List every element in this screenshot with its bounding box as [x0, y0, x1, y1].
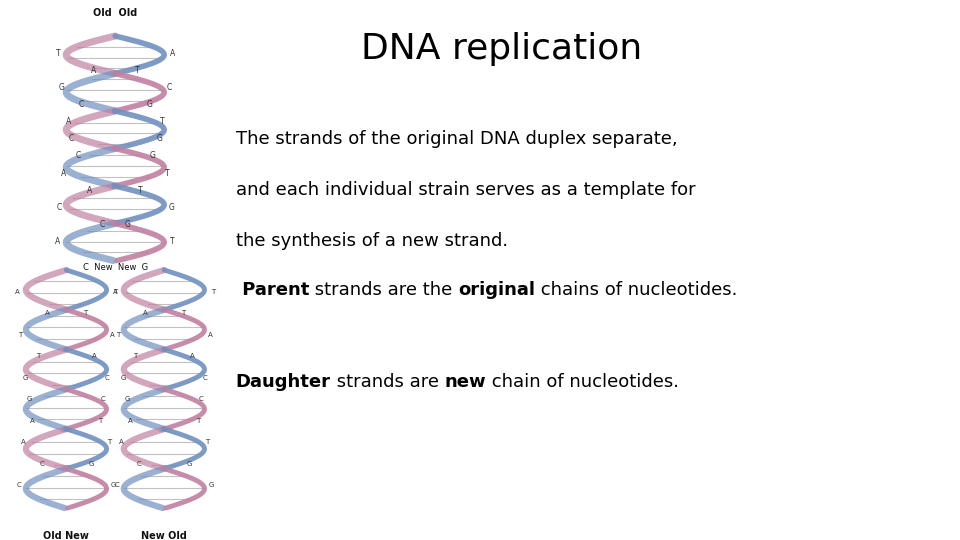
Text: Old  Old: Old Old — [93, 8, 137, 18]
Text: C: C — [79, 100, 84, 109]
Text: T: T — [171, 237, 175, 246]
Text: C: C — [100, 220, 106, 229]
Text: G: G — [27, 396, 32, 402]
Text: C: C — [203, 375, 207, 381]
Text: G: G — [88, 461, 94, 467]
Text: A: A — [109, 332, 114, 338]
Text: T: T — [210, 288, 215, 294]
Text: T: T — [133, 353, 137, 359]
Text: T: T — [116, 332, 120, 338]
Text: C  New  New  G: C New New G — [83, 263, 148, 272]
Text: T: T — [196, 417, 200, 423]
Text: G: G — [146, 100, 152, 109]
Text: T: T — [181, 310, 185, 316]
Text: G: G — [169, 203, 175, 212]
Text: C: C — [39, 461, 44, 467]
Text: chain of nucleotides.: chain of nucleotides. — [486, 373, 679, 390]
Text: G: G — [121, 375, 126, 381]
Text: G: G — [59, 83, 64, 92]
Text: C: C — [16, 482, 21, 488]
Text: A: A — [113, 288, 118, 294]
Text: A: A — [15, 288, 20, 294]
Text: G: G — [125, 396, 130, 402]
Text: T: T — [98, 417, 102, 423]
Text: chains of nucleotides.: chains of nucleotides. — [535, 281, 737, 299]
Text: new: new — [444, 373, 486, 390]
Text: A: A — [55, 237, 60, 246]
Text: G: G — [23, 375, 28, 381]
Text: C: C — [137, 461, 142, 467]
Text: A: A — [118, 439, 123, 445]
Text: A: A — [207, 332, 212, 338]
Text: the synthesis of a new strand.: the synthesis of a new strand. — [235, 232, 508, 250]
Text: The strands of the original DNA duplex separate,: The strands of the original DNA duplex s… — [235, 130, 677, 147]
Text: A: A — [129, 417, 132, 423]
Text: C: C — [101, 396, 106, 402]
Text: A: A — [92, 353, 97, 359]
Text: G: G — [150, 151, 156, 160]
Text: A: A — [190, 353, 195, 359]
Text: T: T — [108, 439, 111, 445]
Text: A: A — [31, 417, 35, 423]
Text: T: T — [159, 117, 164, 126]
Text: A: A — [143, 310, 148, 316]
Text: T: T — [84, 310, 87, 316]
Text: T: T — [36, 353, 39, 359]
Text: A: A — [170, 49, 175, 58]
Text: A: A — [45, 310, 50, 316]
Text: G: G — [209, 482, 214, 488]
Text: C: C — [75, 151, 81, 160]
Text: G: G — [125, 220, 131, 229]
Text: Daughter: Daughter — [235, 373, 330, 390]
Text: A: A — [91, 66, 96, 75]
Text: G: G — [186, 461, 192, 467]
Text: Parent: Parent — [235, 281, 309, 299]
Text: original: original — [458, 281, 535, 299]
Text: strands are: strands are — [330, 373, 444, 390]
Text: T: T — [134, 66, 139, 75]
Text: A: A — [87, 186, 92, 195]
Text: C: C — [114, 482, 119, 488]
Text: T: T — [138, 186, 143, 195]
Text: T: T — [205, 439, 209, 445]
Text: New Old: New Old — [141, 531, 187, 540]
Text: G: G — [111, 482, 116, 488]
Text: T: T — [56, 49, 60, 58]
Text: G: G — [156, 134, 162, 143]
Text: T: T — [18, 332, 22, 338]
Text: and each individual strain serves as a template for: and each individual strain serves as a t… — [235, 181, 695, 199]
Text: C: C — [166, 83, 172, 92]
Text: C: C — [105, 375, 109, 381]
Text: C: C — [68, 134, 74, 143]
Text: A: A — [20, 439, 25, 445]
Text: Old New: Old New — [43, 531, 89, 540]
Text: T: T — [165, 168, 169, 178]
Text: A: A — [60, 168, 66, 178]
Text: C: C — [56, 203, 61, 212]
Text: T: T — [112, 288, 117, 294]
Text: A: A — [66, 117, 71, 126]
Text: strands are the: strands are the — [309, 281, 458, 299]
Text: C: C — [199, 396, 204, 402]
Text: DNA replication: DNA replication — [361, 32, 642, 66]
